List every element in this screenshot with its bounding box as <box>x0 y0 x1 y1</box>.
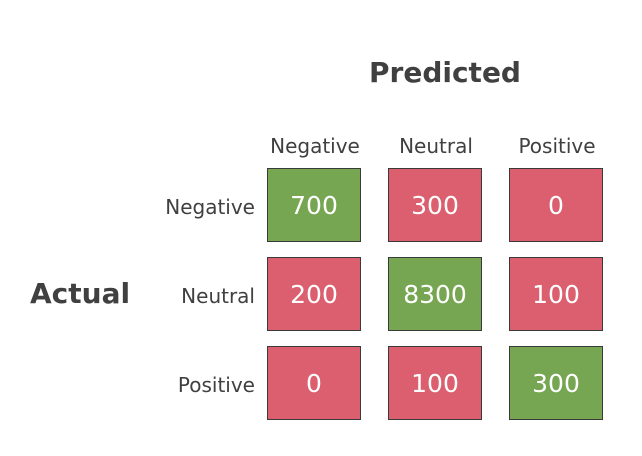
x-axis-title: Predicted <box>369 56 521 89</box>
row-label-negative: Negative <box>165 195 255 219</box>
row-label-neutral: Neutral <box>181 284 255 308</box>
cell-neutral-negative: 200 <box>267 257 361 331</box>
cell-negative-neutral: 300 <box>388 168 482 242</box>
cell-neutral-positive: 100 <box>509 257 603 331</box>
cell-positive-negative: 0 <box>267 346 361 420</box>
y-axis-title: Actual <box>30 277 131 310</box>
column-label-neutral: Neutral <box>399 134 473 158</box>
column-label-positive: Positive <box>518 134 596 158</box>
cell-negative-negative: 700 <box>267 168 361 242</box>
cell-positive-positive: 300 <box>509 346 603 420</box>
column-label-negative: Negative <box>270 134 360 158</box>
cell-negative-positive: 0 <box>509 168 603 242</box>
cell-neutral-neutral: 8300 <box>388 257 482 331</box>
cell-positive-neutral: 100 <box>388 346 482 420</box>
row-label-positive: Positive <box>177 373 255 397</box>
